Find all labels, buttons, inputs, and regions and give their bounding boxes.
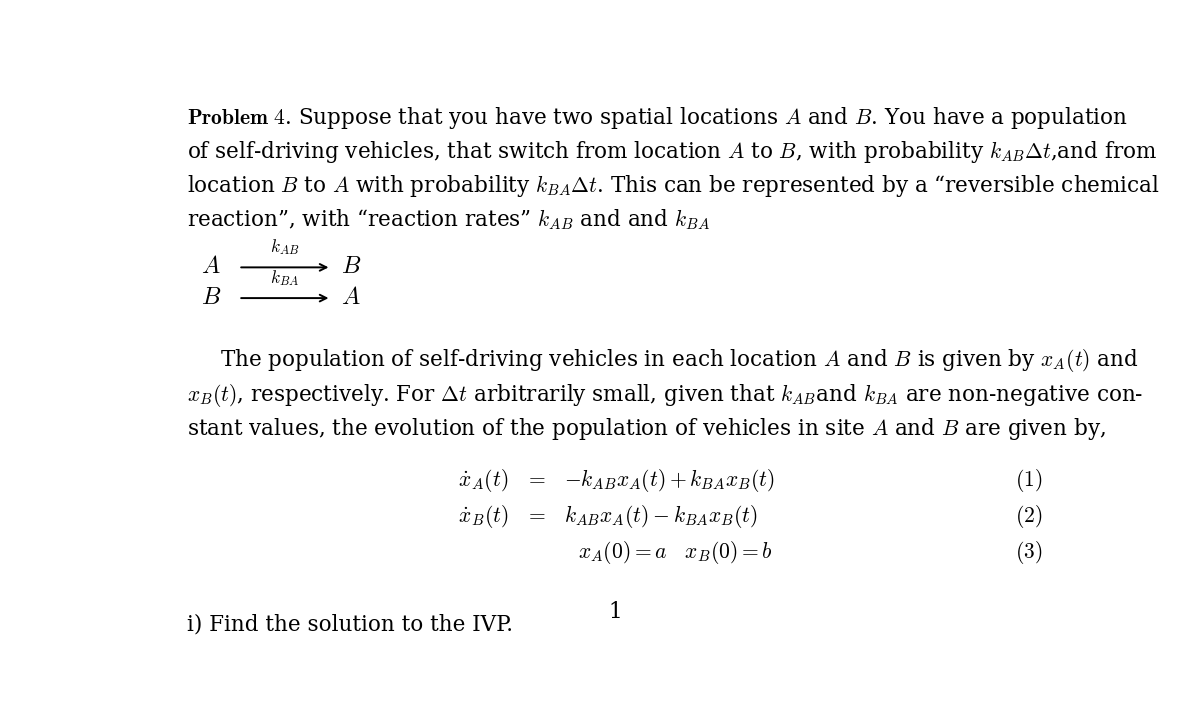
Text: $\mathbf{Problem\ 4}$. Suppose that you have two spatial locations $A$ and $B$. : $\mathbf{Problem\ 4}$. Suppose that you … xyxy=(187,105,1128,131)
Text: $-k_{AB}x_A(t) + k_{BA}x_B(t)$: $-k_{AB}x_A(t) + k_{BA}x_B(t)$ xyxy=(564,467,774,494)
Text: $=$: $=$ xyxy=(526,467,547,489)
Text: $A$: $A$ xyxy=(202,255,221,278)
Text: $(1)$: $(1)$ xyxy=(1015,467,1043,494)
Text: $k_{AB}$: $k_{AB}$ xyxy=(270,237,300,257)
Text: $B$: $B$ xyxy=(202,286,222,309)
Text: $\dot{x}_A(t)$: $\dot{x}_A(t)$ xyxy=(457,467,508,494)
Text: $A$: $A$ xyxy=(341,286,360,309)
Text: $k_{AB}x_A(t) - k_{BA}x_B(t)$: $k_{AB}x_A(t) - k_{BA}x_B(t)$ xyxy=(564,503,757,530)
Text: i) Find the solution to the IVP.: i) Find the solution to the IVP. xyxy=(187,613,514,636)
Text: $(2)$: $(2)$ xyxy=(1015,503,1043,530)
Text: $x_B(t)$, respectively. For $\Delta t$ arbitrarily small, given that $k_{AB}$and: $x_B(t)$, respectively. For $\Delta t$ a… xyxy=(187,382,1144,408)
Text: The population of self-driving vehicles in each location $A$ and $B$ is given by: The population of self-driving vehicles … xyxy=(220,347,1139,375)
Text: location $B$ to $A$ with probability $k_{BA}\Delta t$. This can be represented b: location $B$ to $A$ with probability $k_… xyxy=(187,173,1160,199)
Text: $B$: $B$ xyxy=(341,255,361,278)
Text: $x_A(0) = a \quad x_B(0) = b$: $x_A(0) = a \quad x_B(0) = b$ xyxy=(578,538,773,566)
Text: $\dot{x}_B(t)$: $\dot{x}_B(t)$ xyxy=(457,503,508,530)
Text: $=$: $=$ xyxy=(526,503,547,525)
Text: stant values, the evolution of the population of vehicles in site $A$ and $B$ ar: stant values, the evolution of the popul… xyxy=(187,415,1106,442)
Text: reaction”, with “reaction rates” $k_{AB}$ and and $k_{BA}$: reaction”, with “reaction rates” $k_{AB}… xyxy=(187,207,710,232)
Text: $k_{BA}$: $k_{BA}$ xyxy=(270,268,299,288)
Text: $(3)$: $(3)$ xyxy=(1015,538,1043,566)
Text: of self-driving vehicles, that switch from location $A$ to $B$, with probability: of self-driving vehicles, that switch fr… xyxy=(187,139,1157,165)
Text: 1: 1 xyxy=(608,601,622,623)
